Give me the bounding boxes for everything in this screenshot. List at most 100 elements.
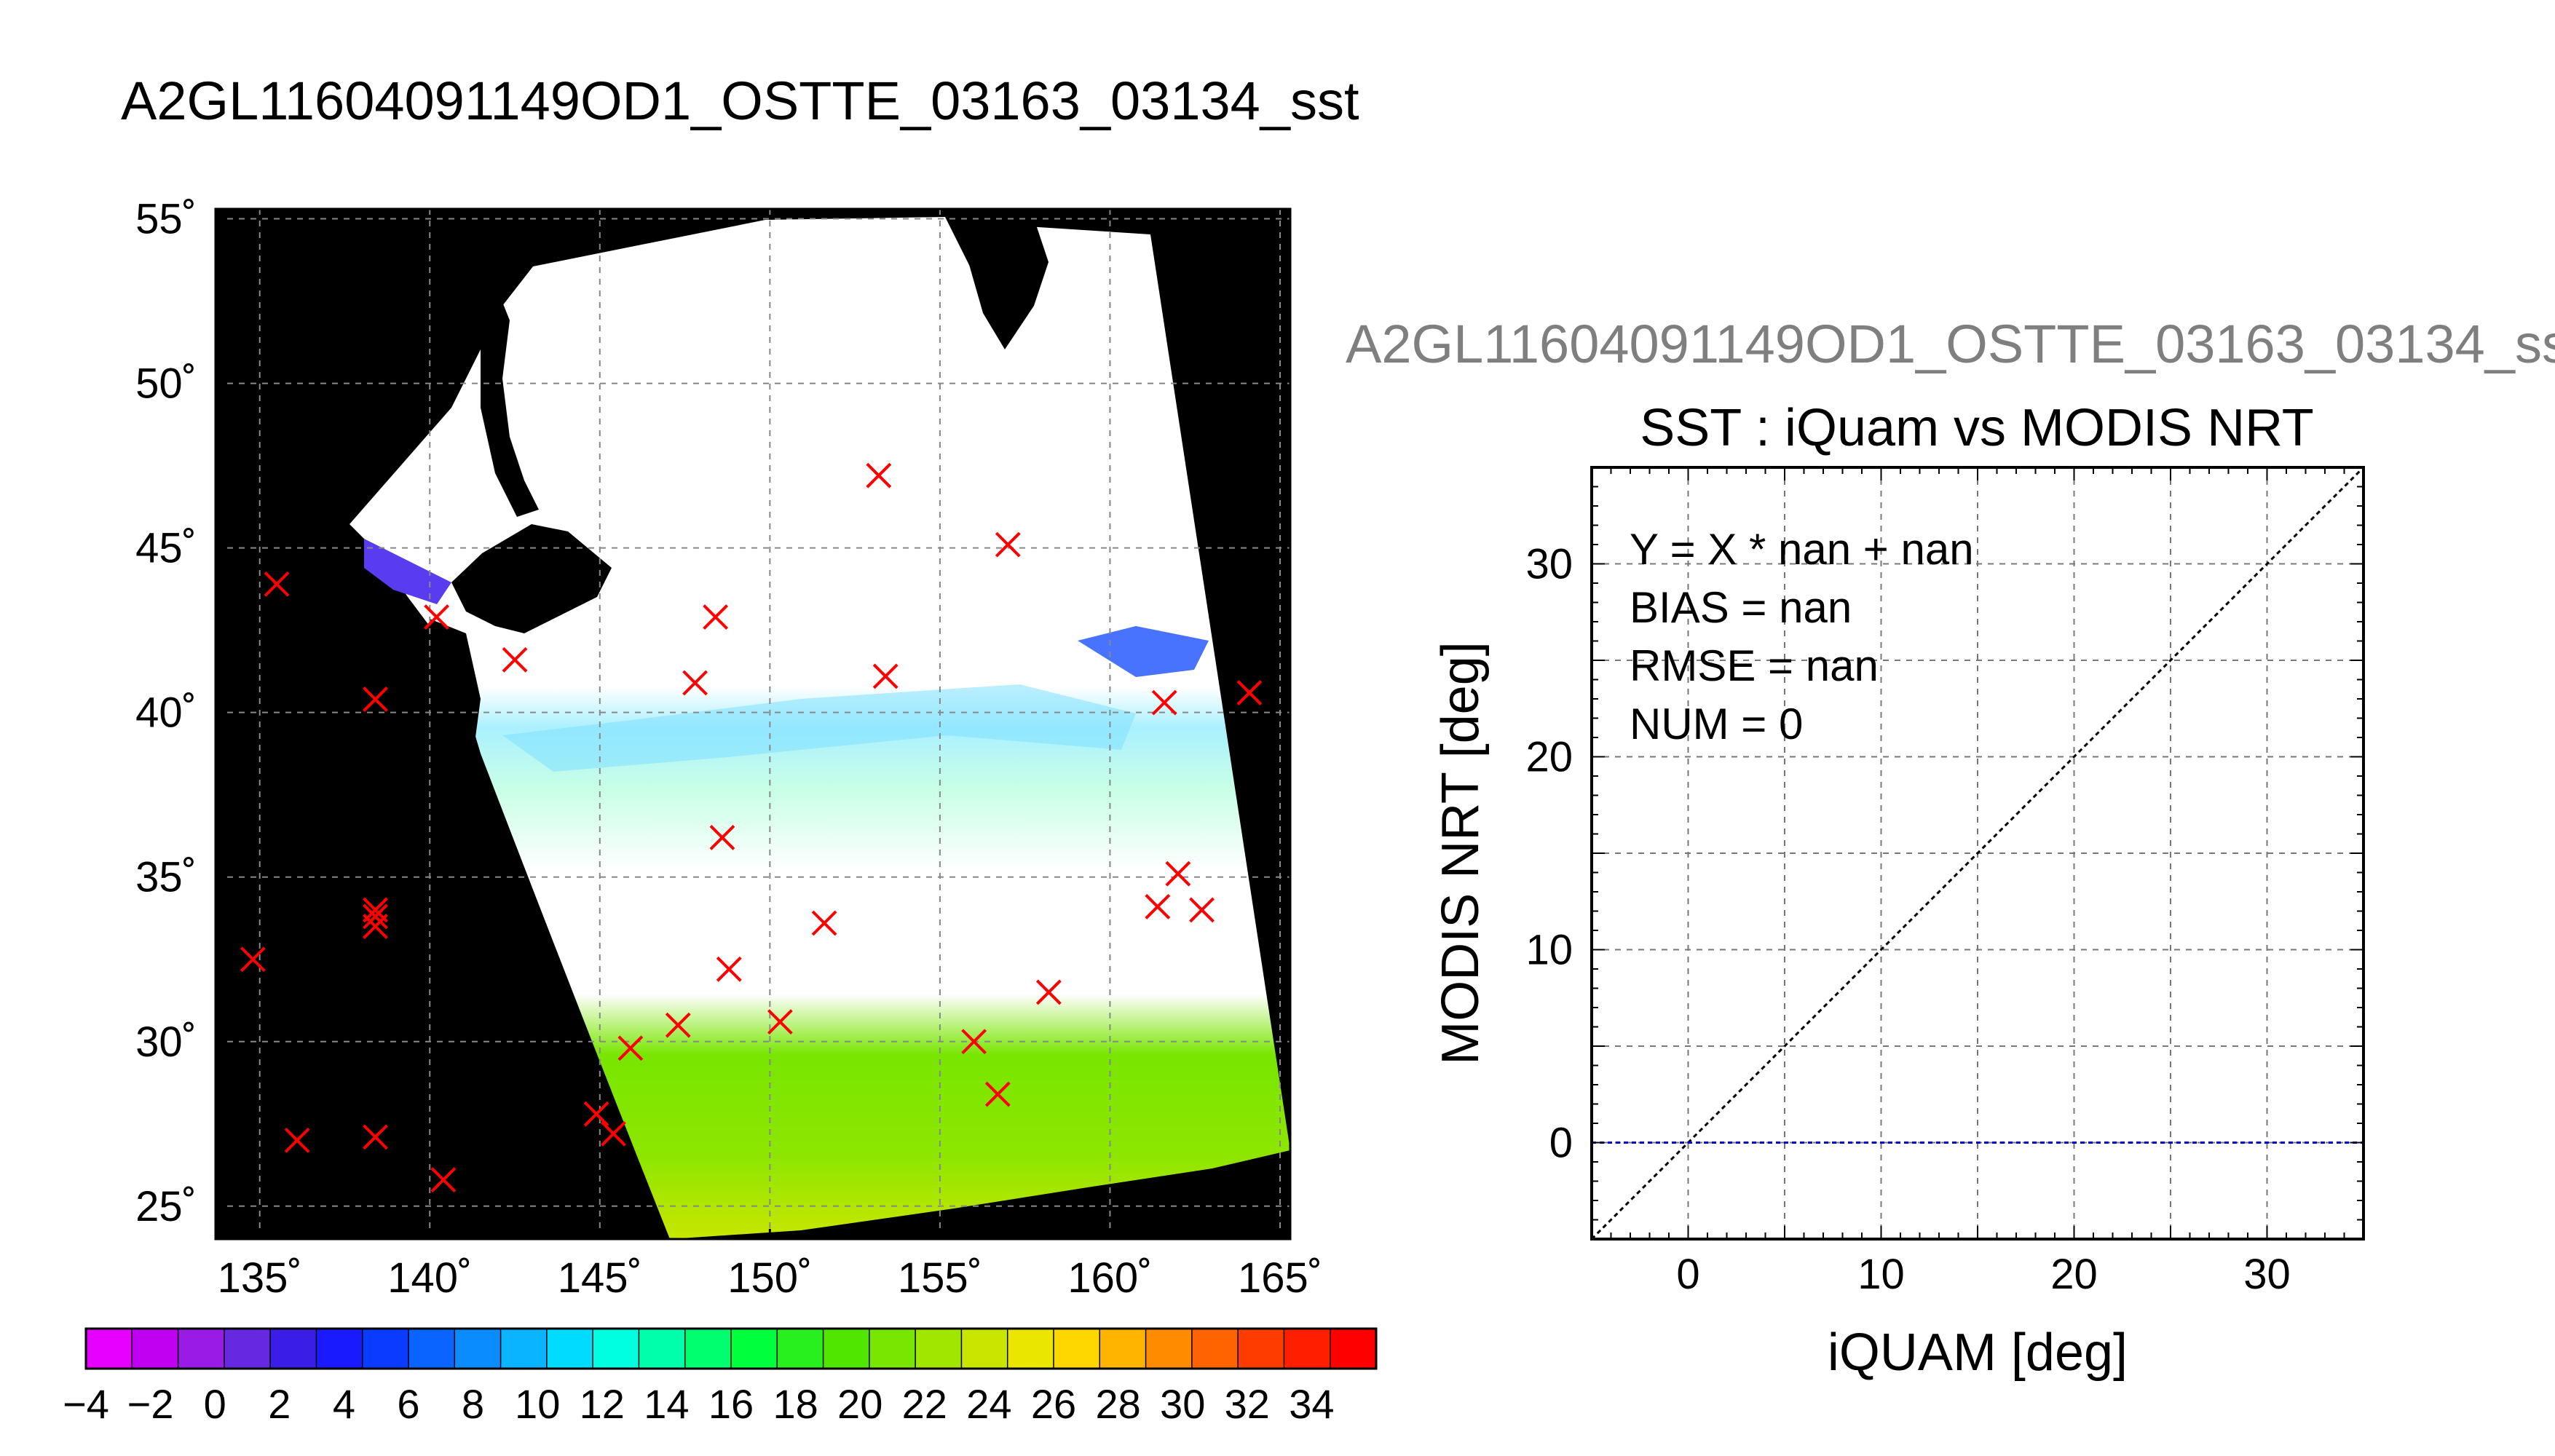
colorbar-segment bbox=[731, 1329, 778, 1369]
colorbar-label: 34 bbox=[1289, 1381, 1334, 1427]
colorbar-segment bbox=[1054, 1329, 1100, 1369]
scatter-x-tick-label: 0 bbox=[1676, 1251, 1699, 1298]
in-situ-marker bbox=[502, 646, 528, 673]
scatter-y-tick-label: 20 bbox=[1525, 734, 1573, 781]
colorbar-segment bbox=[500, 1329, 548, 1369]
map-lat-tick-label: 40˚ bbox=[135, 689, 197, 737]
hokkaido-land bbox=[451, 524, 612, 633]
scatter-y-tick-labels: 0 10 20 30 bbox=[1525, 541, 1573, 1167]
in-situ-marker bbox=[866, 462, 892, 488]
colorbar-label: 0 bbox=[204, 1381, 226, 1427]
scatter-annotations: Y = X * nan + nan BIAS = nan RMSE = nan NUM… bbox=[1630, 525, 1974, 748]
honshu-land bbox=[430, 619, 481, 753]
colorbar-label: 2 bbox=[268, 1381, 291, 1427]
in-situ-marker bbox=[240, 946, 266, 973]
map-lat-tick-label: 35˚ bbox=[135, 854, 197, 901]
sakhalin-land bbox=[481, 284, 539, 517]
north-water-patch bbox=[1078, 626, 1209, 677]
colorbar-segment bbox=[546, 1329, 593, 1369]
kamchatka-land bbox=[968, 218, 1049, 349]
colorbar-segment bbox=[1007, 1329, 1054, 1369]
colorbar-label: −2 bbox=[127, 1381, 174, 1427]
colorbar-segment bbox=[408, 1329, 455, 1369]
colorbar-segment bbox=[270, 1329, 317, 1369]
scatter-x-tick-labels: 0 10 20 30 bbox=[1676, 1251, 2290, 1298]
scatter-frame bbox=[1590, 466, 2365, 1241]
colorbar-segment bbox=[915, 1329, 963, 1369]
colorbar-segment bbox=[639, 1329, 686, 1369]
scatter-supertitle: A2GL11604091149OD1_OSTTE_03163_03134_sst bbox=[1346, 314, 2555, 374]
map-lon-tick-label: 160˚ bbox=[1067, 1254, 1152, 1302]
scatter-annotation: NUM = 0 bbox=[1630, 700, 1803, 748]
colorbar-segment bbox=[777, 1329, 824, 1369]
scatter-y-tick-label: 10 bbox=[1525, 927, 1573, 974]
colorbar-label: 16 bbox=[708, 1381, 754, 1427]
lat-labels: 55˚ 50˚ 45˚ 40˚ 35˚ 30˚ 25˚ bbox=[135, 196, 226, 1230]
scatter-annotation: Y = X * nan + nan bbox=[1630, 525, 1974, 574]
colorbar-segment bbox=[362, 1329, 409, 1369]
colorbar-segment bbox=[1238, 1329, 1285, 1369]
in-situ-marker bbox=[995, 531, 1021, 558]
map-lat-tick-label: 45˚ bbox=[135, 525, 197, 572]
scatter-annotation: RMSE = nan bbox=[1630, 641, 1879, 690]
in-situ-marker bbox=[363, 687, 388, 713]
map-markers bbox=[240, 462, 1263, 1193]
in-situ-marker bbox=[1035, 979, 1062, 1005]
colorbar-segment bbox=[178, 1329, 225, 1369]
colorbar-segment bbox=[869, 1329, 916, 1369]
in-situ-marker bbox=[872, 663, 899, 689]
in-situ-marker bbox=[1236, 680, 1263, 705]
colorbar-segment bbox=[593, 1329, 640, 1369]
map-lon-tick-label: 165˚ bbox=[1238, 1254, 1322, 1302]
colorbar-segment bbox=[1330, 1329, 1377, 1369]
map-lon-tick-label: 155˚ bbox=[898, 1254, 982, 1302]
scatter-reference-lines bbox=[1590, 466, 2365, 1241]
in-situ-marker bbox=[1165, 860, 1191, 887]
colorbar-label: 18 bbox=[773, 1381, 818, 1427]
in-situ-marker bbox=[984, 1081, 1011, 1107]
in-situ-marker bbox=[709, 825, 735, 850]
colorbar-segment bbox=[684, 1329, 732, 1369]
colorbar-segment bbox=[224, 1329, 271, 1369]
in-situ-marker bbox=[716, 956, 742, 982]
in-situ-marker bbox=[284, 1127, 310, 1153]
map-frame bbox=[214, 207, 1292, 1241]
map-lon-tick-label: 140˚ bbox=[387, 1254, 472, 1302]
colorbar-segment bbox=[454, 1329, 502, 1369]
kuroshio-band bbox=[502, 684, 1136, 772]
colorbar-label: 12 bbox=[580, 1381, 625, 1427]
colorbar: −4 −2 0 2 4 6 8 10 12 14 16 18 20 22 24 26 28 30 32 34 bbox=[63, 1327, 1378, 1427]
in-situ-marker bbox=[703, 604, 729, 630]
scatter-title: SST : iQuam vs MODIS NRT bbox=[1640, 399, 2314, 457]
colorbar-segment bbox=[316, 1329, 363, 1369]
in-situ-marker bbox=[617, 1035, 644, 1061]
map-lon-tick-label: 145˚ bbox=[558, 1254, 642, 1302]
colorbar-label: 28 bbox=[1095, 1381, 1140, 1427]
lon-labels: 135˚ 140˚ 145˚ 150˚ 155˚ 160˚ 165˚ bbox=[218, 1229, 1322, 1302]
cold-water-patch bbox=[364, 539, 451, 604]
colorbar-label: 30 bbox=[1160, 1381, 1205, 1427]
scatter-y-tick-label: 0 bbox=[1549, 1120, 1573, 1167]
in-situ-marker bbox=[363, 897, 388, 923]
map-title: A2GL11604091149OD1_OSTTE_03163_03134_sst bbox=[121, 71, 1359, 131]
colorbar-segment bbox=[823, 1329, 870, 1369]
map-lat-tick-label: 50˚ bbox=[135, 360, 197, 408]
colorbar-label: 10 bbox=[515, 1381, 560, 1427]
scatter-y-tick-label: 30 bbox=[1525, 541, 1573, 588]
in-situ-marker bbox=[665, 1012, 691, 1038]
map-grid bbox=[216, 209, 1290, 1239]
colorbar-label: 32 bbox=[1225, 1381, 1270, 1427]
in-situ-marker bbox=[264, 571, 290, 597]
in-situ-marker bbox=[682, 670, 708, 696]
colorbar-segment bbox=[1099, 1329, 1147, 1369]
scatter-x-label: iQUAM [deg] bbox=[1828, 1324, 2128, 1382]
scatter-y-label: MODIS NRT [deg] bbox=[1431, 641, 1490, 1065]
colorbar-segment bbox=[961, 1329, 1008, 1369]
colorbar-segment bbox=[132, 1329, 179, 1369]
in-situ-marker bbox=[363, 1124, 388, 1150]
map-lat-tick-label: 25˚ bbox=[135, 1183, 197, 1230]
in-situ-marker bbox=[363, 903, 388, 930]
